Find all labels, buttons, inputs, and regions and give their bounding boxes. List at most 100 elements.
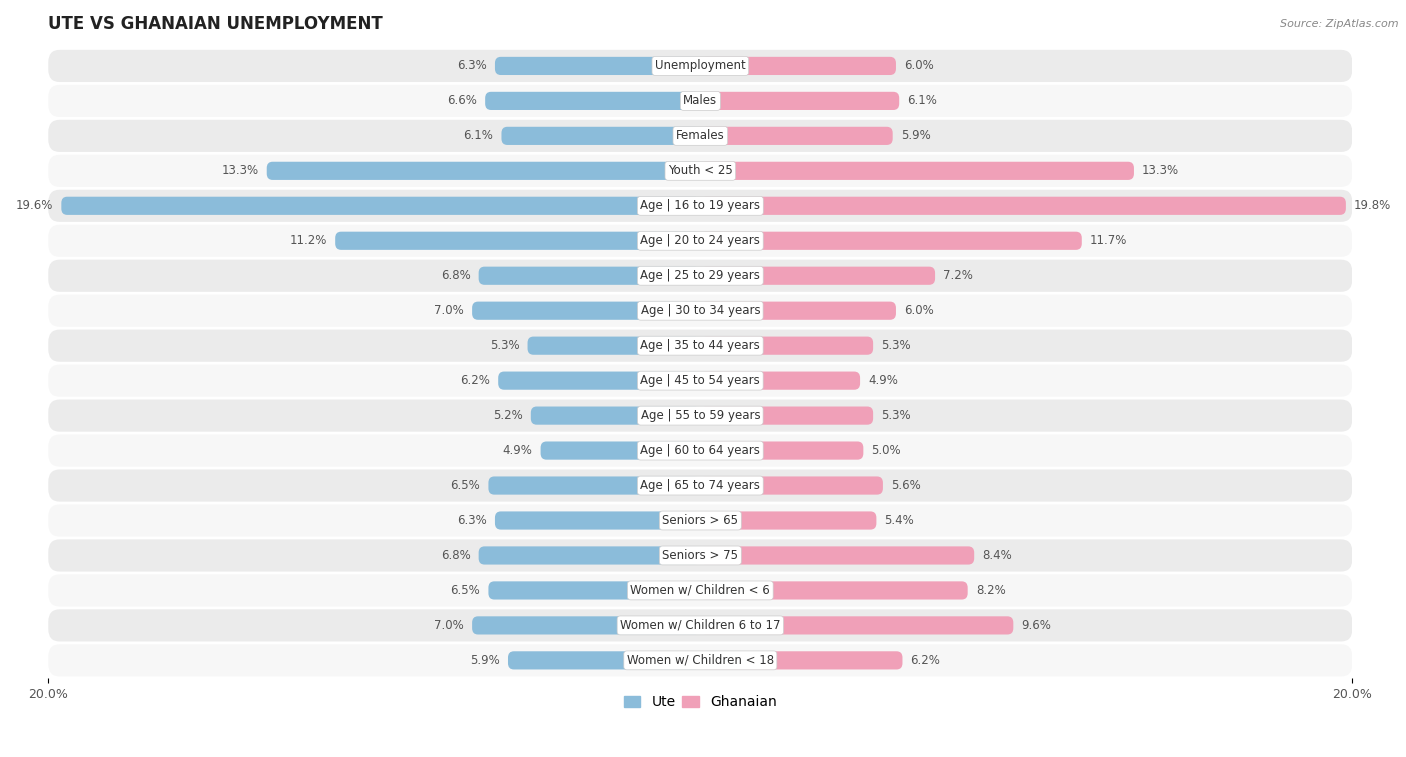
FancyBboxPatch shape — [48, 469, 1353, 502]
FancyBboxPatch shape — [48, 575, 1353, 606]
Text: 6.1%: 6.1% — [464, 129, 494, 142]
FancyBboxPatch shape — [700, 651, 903, 669]
Text: 5.9%: 5.9% — [470, 654, 501, 667]
Text: Age | 16 to 19 years: Age | 16 to 19 years — [640, 199, 761, 212]
FancyBboxPatch shape — [700, 372, 860, 390]
FancyBboxPatch shape — [700, 337, 873, 355]
FancyBboxPatch shape — [48, 435, 1353, 466]
Text: Males: Males — [683, 95, 717, 107]
Text: 5.3%: 5.3% — [882, 339, 911, 352]
Text: 6.1%: 6.1% — [907, 95, 938, 107]
Text: Age | 30 to 34 years: Age | 30 to 34 years — [641, 304, 761, 317]
Text: Unemployment: Unemployment — [655, 60, 745, 73]
Text: 7.0%: 7.0% — [434, 619, 464, 632]
FancyBboxPatch shape — [540, 441, 700, 459]
FancyBboxPatch shape — [498, 372, 700, 390]
FancyBboxPatch shape — [700, 266, 935, 285]
Text: 6.3%: 6.3% — [457, 60, 486, 73]
Text: UTE VS GHANAIAN UNEMPLOYMENT: UTE VS GHANAIAN UNEMPLOYMENT — [48, 15, 382, 33]
Text: Women w/ Children < 18: Women w/ Children < 18 — [627, 654, 773, 667]
FancyBboxPatch shape — [508, 651, 700, 669]
Text: 5.4%: 5.4% — [884, 514, 914, 527]
FancyBboxPatch shape — [495, 57, 700, 75]
Text: 5.3%: 5.3% — [489, 339, 519, 352]
FancyBboxPatch shape — [485, 92, 700, 110]
FancyBboxPatch shape — [48, 609, 1353, 641]
FancyBboxPatch shape — [478, 547, 700, 565]
FancyBboxPatch shape — [531, 407, 700, 425]
FancyBboxPatch shape — [700, 407, 873, 425]
FancyBboxPatch shape — [48, 294, 1353, 327]
Text: 8.4%: 8.4% — [983, 549, 1012, 562]
FancyBboxPatch shape — [700, 616, 1014, 634]
Text: 5.2%: 5.2% — [494, 409, 523, 422]
FancyBboxPatch shape — [495, 512, 700, 530]
Text: Age | 25 to 29 years: Age | 25 to 29 years — [640, 269, 761, 282]
Text: 6.3%: 6.3% — [457, 514, 486, 527]
Text: Females: Females — [676, 129, 724, 142]
Text: 4.9%: 4.9% — [502, 444, 533, 457]
Text: 13.3%: 13.3% — [222, 164, 259, 177]
Text: 5.0%: 5.0% — [872, 444, 901, 457]
FancyBboxPatch shape — [700, 197, 1346, 215]
Text: 6.0%: 6.0% — [904, 60, 934, 73]
Text: 6.5%: 6.5% — [450, 584, 481, 597]
Text: 6.2%: 6.2% — [460, 374, 491, 387]
FancyBboxPatch shape — [335, 232, 700, 250]
FancyBboxPatch shape — [700, 92, 900, 110]
Text: 5.6%: 5.6% — [891, 479, 921, 492]
FancyBboxPatch shape — [62, 197, 700, 215]
Text: Age | 20 to 24 years: Age | 20 to 24 years — [640, 234, 761, 248]
Text: 7.0%: 7.0% — [434, 304, 464, 317]
FancyBboxPatch shape — [48, 225, 1353, 257]
Text: 8.2%: 8.2% — [976, 584, 1005, 597]
Text: 11.7%: 11.7% — [1090, 234, 1128, 248]
Text: 13.3%: 13.3% — [1142, 164, 1180, 177]
Text: Source: ZipAtlas.com: Source: ZipAtlas.com — [1281, 19, 1399, 29]
FancyBboxPatch shape — [700, 232, 1081, 250]
FancyBboxPatch shape — [472, 616, 700, 634]
FancyBboxPatch shape — [48, 400, 1353, 431]
Text: 9.6%: 9.6% — [1022, 619, 1052, 632]
FancyBboxPatch shape — [700, 581, 967, 600]
FancyBboxPatch shape — [48, 190, 1353, 222]
Text: 6.6%: 6.6% — [447, 95, 477, 107]
Text: 7.2%: 7.2% — [943, 269, 973, 282]
FancyBboxPatch shape — [48, 85, 1353, 117]
FancyBboxPatch shape — [700, 126, 893, 145]
FancyBboxPatch shape — [700, 547, 974, 565]
FancyBboxPatch shape — [48, 365, 1353, 397]
Text: Seniors > 65: Seniors > 65 — [662, 514, 738, 527]
FancyBboxPatch shape — [48, 540, 1353, 572]
Text: 11.2%: 11.2% — [290, 234, 328, 248]
FancyBboxPatch shape — [488, 581, 700, 600]
FancyBboxPatch shape — [502, 126, 700, 145]
FancyBboxPatch shape — [48, 504, 1353, 537]
Text: Women w/ Children 6 to 17: Women w/ Children 6 to 17 — [620, 619, 780, 632]
Text: Women w/ Children < 6: Women w/ Children < 6 — [630, 584, 770, 597]
Text: 5.3%: 5.3% — [882, 409, 911, 422]
FancyBboxPatch shape — [700, 512, 876, 530]
Text: 6.2%: 6.2% — [911, 654, 941, 667]
FancyBboxPatch shape — [527, 337, 700, 355]
FancyBboxPatch shape — [48, 154, 1353, 187]
Text: 19.8%: 19.8% — [1354, 199, 1392, 212]
Text: 6.5%: 6.5% — [450, 479, 481, 492]
FancyBboxPatch shape — [700, 57, 896, 75]
Text: Youth < 25: Youth < 25 — [668, 164, 733, 177]
Text: 6.0%: 6.0% — [904, 304, 934, 317]
FancyBboxPatch shape — [700, 441, 863, 459]
FancyBboxPatch shape — [700, 301, 896, 319]
FancyBboxPatch shape — [48, 50, 1353, 82]
FancyBboxPatch shape — [48, 120, 1353, 152]
FancyBboxPatch shape — [478, 266, 700, 285]
Text: 4.9%: 4.9% — [869, 374, 898, 387]
FancyBboxPatch shape — [48, 329, 1353, 362]
FancyBboxPatch shape — [267, 162, 700, 180]
Text: Age | 65 to 74 years: Age | 65 to 74 years — [640, 479, 761, 492]
FancyBboxPatch shape — [700, 162, 1135, 180]
FancyBboxPatch shape — [472, 301, 700, 319]
Text: Seniors > 75: Seniors > 75 — [662, 549, 738, 562]
Text: 19.6%: 19.6% — [15, 199, 53, 212]
Text: Age | 45 to 54 years: Age | 45 to 54 years — [641, 374, 761, 387]
